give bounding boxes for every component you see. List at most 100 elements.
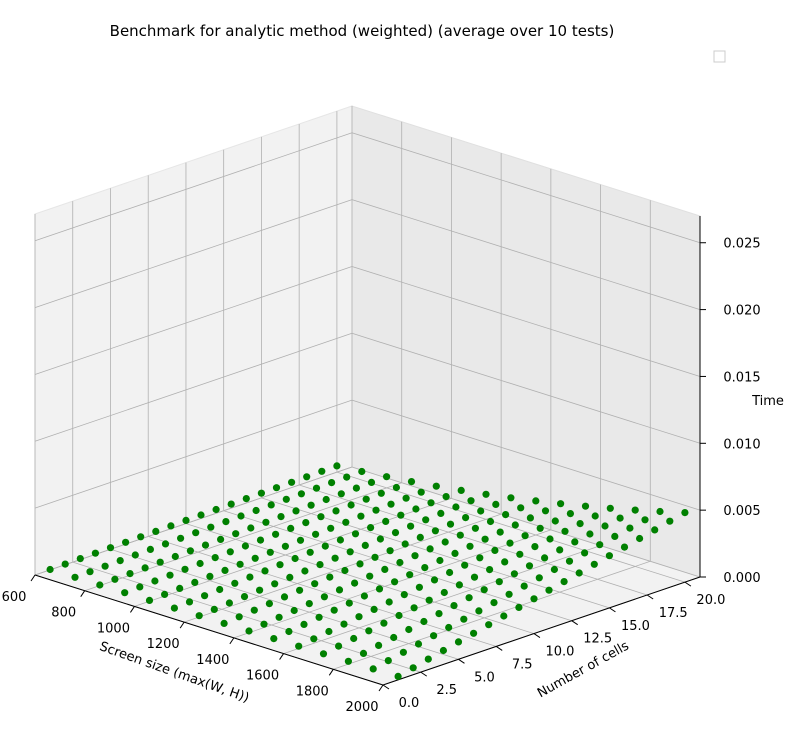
data-point (605, 552, 614, 560)
data-point (457, 486, 465, 494)
data-point (486, 517, 495, 526)
data-point (161, 590, 169, 599)
data-point (385, 598, 393, 606)
data-point (496, 528, 504, 536)
z-grid-line (34, 399, 353, 509)
data-point (296, 586, 304, 594)
z-grid-line (351, 332, 701, 444)
data-point (437, 509, 445, 517)
data-point (470, 629, 478, 637)
data-point (392, 483, 400, 492)
z-grid-line (351, 399, 701, 511)
data-point (546, 535, 554, 543)
data-point (280, 593, 289, 601)
data-point (321, 542, 329, 550)
data-point (227, 500, 235, 508)
data-point (350, 634, 358, 643)
data-point (266, 548, 274, 556)
z-grid-line (34, 266, 353, 375)
x-tick-mark (130, 606, 135, 613)
z-tick-label: 0.005 (723, 504, 760, 519)
data-point (201, 541, 210, 549)
data-point (384, 657, 392, 665)
data-point (185, 598, 194, 606)
data-point (282, 495, 290, 503)
data-point (565, 557, 574, 565)
data-point (167, 522, 175, 530)
data-point (342, 518, 350, 526)
data-point (275, 613, 283, 621)
data-point (312, 484, 321, 492)
data-point (395, 611, 403, 620)
data-point (391, 578, 399, 586)
data-point (292, 507, 300, 515)
data-point (441, 538, 449, 546)
data-point (302, 519, 310, 527)
data-point (257, 489, 265, 497)
data-point (207, 523, 215, 531)
data-point (411, 552, 419, 560)
z-grid-line (351, 266, 701, 377)
x-tick-label: 1400 (196, 653, 229, 668)
data-point (121, 589, 129, 597)
data-point (535, 574, 543, 582)
data-point (550, 565, 559, 574)
y-tick-label: 17.5 (659, 606, 688, 621)
data-point (532, 497, 540, 505)
y-grid-line (299, 484, 648, 596)
data-point (521, 532, 529, 540)
z-grid-line (351, 466, 701, 578)
data-point (101, 562, 109, 570)
legend-box (713, 50, 726, 63)
data-point (506, 539, 514, 547)
data-point (407, 522, 415, 530)
data-point (391, 529, 400, 537)
data-point (86, 568, 94, 576)
data-point (343, 473, 351, 481)
y-tick-mark (495, 646, 503, 651)
y-grid-line (223, 510, 572, 622)
data-point (456, 531, 464, 539)
data-point (286, 573, 294, 582)
data-point (435, 610, 443, 618)
data-point (307, 501, 315, 509)
data-point (369, 665, 377, 673)
data-point (495, 578, 503, 586)
data-point (656, 507, 664, 516)
data-point (461, 561, 469, 569)
data-point (526, 514, 535, 522)
data-point (417, 488, 425, 496)
data-point (358, 467, 366, 476)
data-point (507, 494, 515, 502)
data-point (452, 503, 460, 511)
data-point (221, 566, 229, 575)
data-point (361, 541, 369, 550)
data-point (606, 504, 614, 512)
data-point (315, 613, 323, 621)
data-point (581, 502, 590, 510)
data-point (516, 550, 524, 558)
data-point (330, 606, 338, 614)
data-point (297, 490, 305, 498)
data-point (237, 512, 245, 520)
data-point (460, 615, 468, 623)
z-grid-line (351, 199, 701, 310)
x-tick-label: 1800 (296, 684, 329, 699)
x-tick-mark (80, 590, 86, 597)
data-point (681, 508, 689, 517)
data-point (365, 627, 373, 635)
data-point (335, 586, 344, 594)
data-point (383, 473, 391, 481)
data-point (450, 602, 458, 610)
data-point (272, 530, 280, 538)
data-point (431, 527, 439, 535)
data-point (462, 514, 470, 522)
data-point (333, 462, 341, 470)
data-point (182, 516, 190, 525)
data-point (306, 548, 314, 556)
data-point (561, 527, 569, 535)
data-point (445, 623, 453, 632)
data-point (362, 495, 370, 503)
data-point (490, 599, 498, 607)
data-point (256, 536, 265, 544)
